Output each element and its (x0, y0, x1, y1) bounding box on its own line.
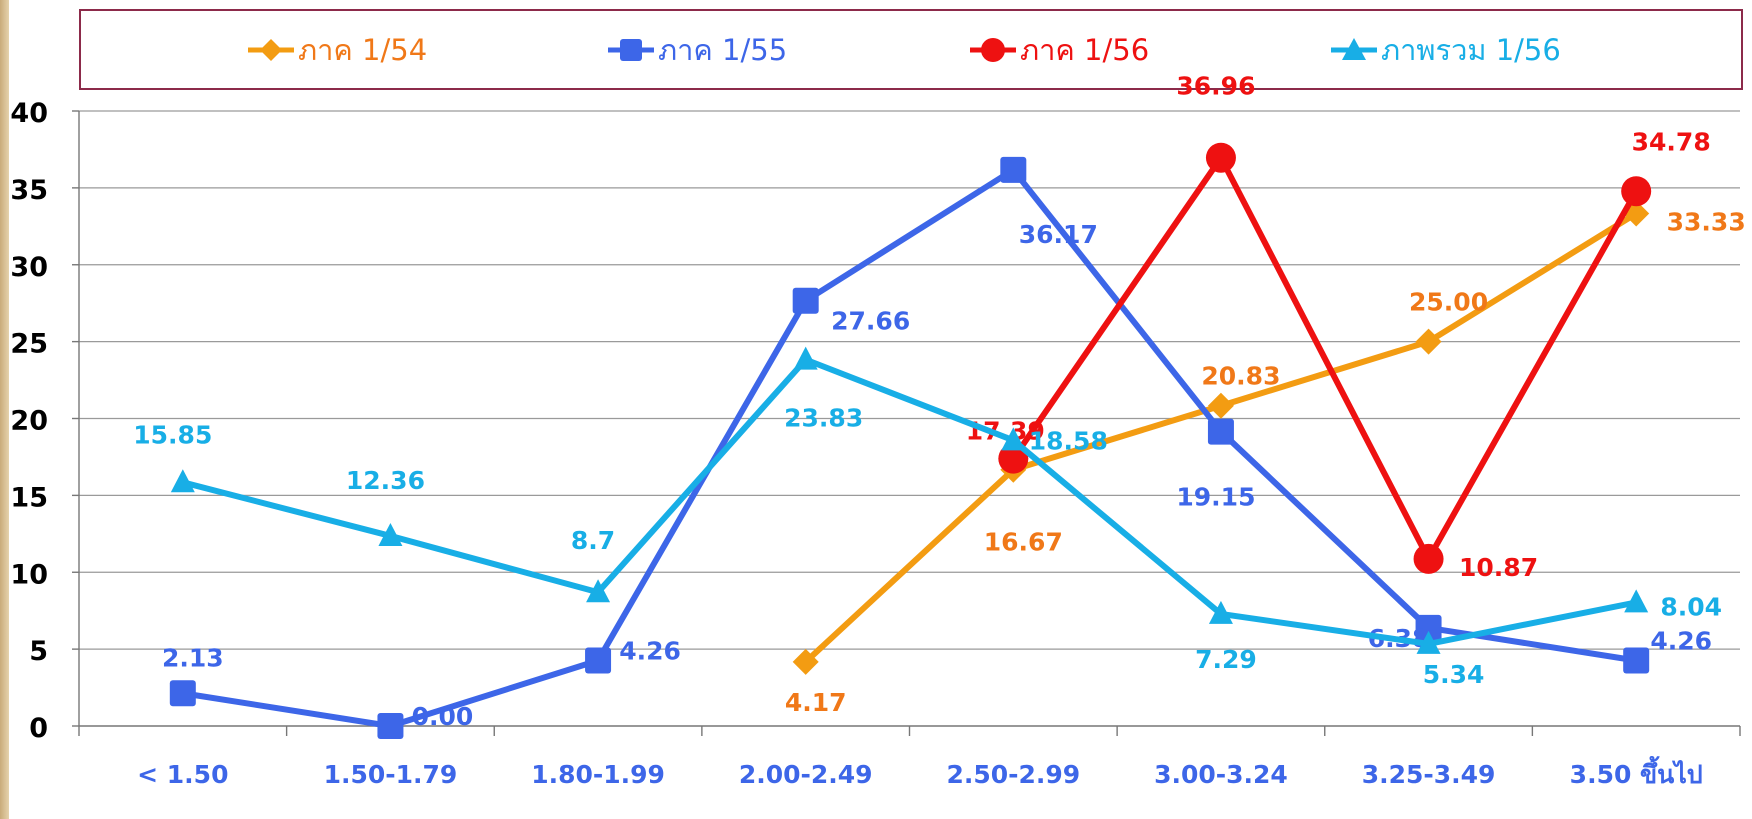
data-point-diamond (1415, 328, 1442, 355)
data-label: 4.17 (785, 688, 847, 717)
data-label: 17.39 (966, 417, 1045, 446)
series-line (182, 166, 1637, 729)
data-label: 12.36 (346, 466, 425, 495)
data-point-triangle (793, 346, 818, 370)
data-label: 20.83 (1201, 362, 1280, 391)
y-tick-label: 25 (10, 329, 48, 360)
data-point-triangle (1624, 589, 1649, 613)
data-point-triangle (586, 579, 611, 603)
data-point-square (1207, 418, 1234, 445)
y-tick-label: 15 (10, 482, 48, 513)
data-label: 36.17 (1019, 220, 1098, 249)
data-point-triangle (170, 469, 195, 493)
circle-marker-icon (970, 38, 1016, 62)
x-tick-label: 3.25-3.49 (1362, 760, 1496, 789)
data-label: 2.13 (162, 643, 224, 672)
data-label: 23.83 (784, 404, 863, 433)
y-tick-label: 0 (29, 713, 48, 744)
data-label: 7.29 (1195, 645, 1257, 674)
legend-label-series-3: ภาค 1/56 (1020, 33, 1150, 67)
data-label: 16.67 (984, 528, 1063, 557)
data-label: 15.85 (133, 420, 212, 449)
data-point-triangle (378, 522, 403, 546)
y-tick-label: 40 (10, 98, 48, 129)
y-tick-label: 5 (29, 636, 48, 667)
data-label: 18.58 (1029, 426, 1108, 455)
data-label: 34.78 (1632, 127, 1711, 156)
x-tick-label: 2.50-2.99 (946, 760, 1080, 789)
data-label: 8.7 (571, 526, 615, 555)
x-tick-label: < 1.50 (137, 760, 228, 789)
data-point-circle (1621, 176, 1652, 207)
data-point-circle (1413, 543, 1444, 574)
data-point-triangle (1208, 600, 1233, 624)
legend-label-series-2: ภาค 1/55 (658, 33, 788, 67)
y-tick-label: 20 (10, 406, 48, 437)
legend-item-series-2: ภาค 1/55 (606, 33, 787, 67)
data-point-diamond (792, 648, 819, 675)
data-point-square (1000, 156, 1027, 183)
data-point-square (1415, 614, 1442, 641)
y-tick-label: 10 (10, 559, 48, 590)
legend-item-series-3: ภาค 1/56 (968, 33, 1149, 67)
data-label: 36.96 (1176, 72, 1255, 101)
data-label: 33.33 (1667, 208, 1746, 237)
legend-item-series-4: ภาพรวม 1/56 (1329, 33, 1561, 67)
legend-label-series-4: ภาพรวม 1/56 (1381, 33, 1561, 67)
legend-item-series-1: ภาค 1/54 (246, 33, 427, 67)
data-point-square (585, 647, 612, 674)
data-point-circle (998, 443, 1029, 474)
data-point-triangle (1416, 630, 1441, 654)
data-label: 8.04 (1660, 592, 1722, 621)
data-label: 4.26 (619, 637, 681, 666)
y-tick-label: 30 (10, 252, 48, 283)
x-tick-label: 1.80-1.99 (531, 760, 665, 789)
data-point-square (377, 713, 404, 739)
data-point-diamond (1207, 392, 1234, 419)
series-line (182, 356, 1637, 647)
data-point-triangle (1001, 427, 1026, 451)
data-label: 19.15 (1176, 483, 1255, 512)
slide-edge-strip (0, 0, 9, 819)
data-label: 0.00 (412, 702, 474, 731)
diamond-marker-icon (248, 39, 294, 61)
data-label: 25.00 (1409, 288, 1488, 317)
data-point-square (792, 287, 819, 314)
data-point-square (1623, 647, 1650, 674)
chart-legend: ภาค 1/54 ภาค 1/55 ภาค 1/56 ภาพรวม 1/56 (79, 9, 1743, 90)
legend-label-series-1: ภาค 1/54 (298, 33, 428, 67)
x-tick-label: 2.00-2.49 (739, 760, 873, 789)
x-tick-label: 3.50 ขึ้นไป (1570, 755, 1703, 789)
series-line (1010, 154, 1639, 562)
data-label: 5.34 (1423, 660, 1485, 689)
x-tick-label: 1.50-1.79 (324, 760, 458, 789)
data-point-circle (1205, 142, 1236, 173)
triangle-marker-icon (1331, 38, 1377, 60)
y-tick-label: 35 (10, 175, 48, 206)
data-label: 10.87 (1459, 553, 1538, 582)
x-tick-label: 3.00-3.24 (1154, 760, 1288, 789)
data-label: 4.26 (1650, 627, 1712, 656)
square-marker-icon (608, 39, 654, 61)
data-point-square (169, 680, 196, 707)
data-label: 27.66 (831, 307, 910, 336)
